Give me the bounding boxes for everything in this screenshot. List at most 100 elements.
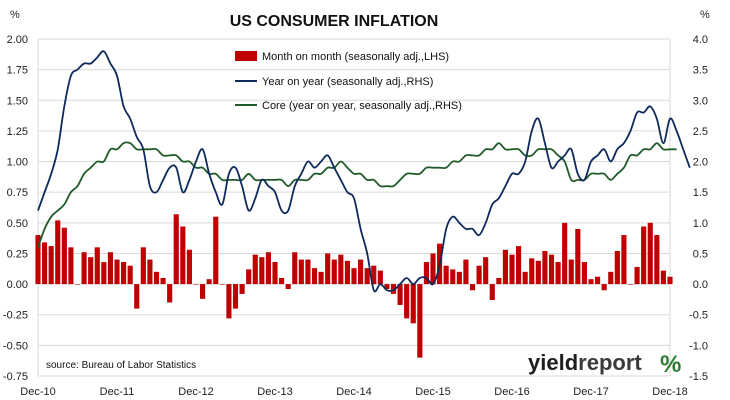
legend-label-yoy: Year on year (seasonally adj.,RHS)	[262, 76, 433, 88]
mom-bar	[88, 257, 94, 285]
logo-percent-mark: %	[660, 351, 681, 378]
logo-text: yieldreport	[528, 350, 642, 375]
mom-bar	[344, 260, 350, 285]
y-right-tick-label: 1.0	[693, 218, 708, 230]
mom-bar	[588, 279, 594, 285]
y-left-tick-label: 2.00	[7, 34, 28, 46]
mom-bar	[318, 271, 324, 285]
mom-bar	[483, 257, 489, 285]
mom-bar	[167, 284, 173, 303]
y-right-tick-label: 3.0	[693, 95, 708, 107]
chart-title: US CONSUMER INFLATION	[230, 13, 439, 30]
y-left-tick-label: 0.75	[7, 187, 28, 199]
mom-bar	[239, 284, 245, 294]
mom-bar	[384, 284, 390, 289]
mom-bar	[42, 242, 48, 285]
mom-bar	[61, 227, 67, 285]
mom-bar	[265, 252, 271, 285]
legend-swatch-mom	[235, 51, 257, 61]
mom-bar	[358, 259, 364, 285]
y-left-tick-label: 0.00	[7, 279, 28, 291]
mom-bar	[153, 271, 160, 285]
legend-label-mom: Month on month (seasonally adj.,LHS)	[262, 51, 449, 63]
mom-bar	[48, 246, 54, 285]
mom-bar	[101, 262, 107, 285]
y-left-tick-label: 1.00	[7, 157, 28, 169]
mom-bar	[568, 259, 574, 285]
mom-bar	[272, 262, 278, 285]
mom-bar	[55, 220, 61, 285]
mom-bar	[107, 252, 113, 285]
x-tick-label: Dec-13	[257, 386, 292, 398]
mom-bar	[377, 270, 383, 285]
y-right-tick-label: 0.5	[693, 248, 708, 260]
mom-bar	[338, 254, 344, 285]
legend-label-core: Core (year on year, seasonally adj.,RHS)	[262, 100, 462, 112]
mom-bar	[581, 262, 587, 285]
y-left-tick-label: 1.75	[7, 65, 28, 77]
y-left-tick-label: -0.50	[3, 340, 28, 352]
mom-bar	[285, 284, 291, 289]
mom-bar	[331, 259, 337, 285]
mom-bar	[516, 246, 522, 285]
y-right-tick-label: -0.5	[689, 310, 708, 322]
y-left-tick-label: 0.50	[7, 218, 28, 230]
x-tick-label: Dec-16	[494, 386, 529, 398]
mom-bar	[200, 284, 206, 299]
mom-bar	[121, 262, 127, 285]
mom-bar	[173, 214, 179, 285]
mom-bar	[160, 277, 166, 285]
mom-bar	[226, 284, 232, 319]
mom-bar	[529, 258, 535, 285]
y-left-tick-label: 1.25	[7, 126, 28, 138]
mom-bar	[542, 251, 548, 285]
yoy-line	[37, 50, 691, 293]
mom-bar	[147, 259, 153, 285]
mom-bar	[608, 271, 614, 285]
mom-bar	[575, 228, 581, 285]
logo-part-yield: yield	[528, 350, 578, 375]
mom-bar	[81, 252, 87, 285]
mom-bar	[186, 249, 192, 285]
mom-bar	[496, 277, 502, 285]
mom-bar	[423, 262, 429, 285]
y-left-tick-label: -0.75	[3, 371, 28, 383]
tick-labels: 2.00 1.75 1.50 1.25 1.00 0.75 0.50 0.25 0.00 -0.2…	[3, 34, 708, 398]
mom-bar	[279, 277, 285, 285]
y-left-tick-label: 0.25	[7, 248, 28, 260]
left-axis-unit: %	[10, 9, 20, 21]
mom-bar	[522, 271, 528, 285]
mom-bar	[259, 257, 265, 285]
mom-bar	[390, 284, 397, 294]
mom-bar	[94, 247, 100, 285]
mom-bar	[364, 268, 370, 285]
x-tick-label: Dec-15	[415, 386, 450, 398]
mom-bar	[562, 222, 568, 285]
mom-bar	[535, 260, 541, 285]
x-tick-label: Dec-10	[20, 386, 55, 398]
mom-bar	[219, 284, 225, 285]
mom-bar	[654, 235, 660, 285]
mom-bar	[311, 268, 318, 285]
mom-bar	[489, 284, 495, 301]
mom-bar	[627, 284, 634, 285]
mom-bar	[206, 279, 212, 285]
x-tick-label: Dec-11	[100, 386, 135, 398]
mom-bar	[647, 222, 653, 285]
mom-bar	[443, 265, 449, 285]
mom-bar	[641, 226, 647, 285]
y-left-tick-label: -0.25	[3, 310, 28, 322]
logo-part-report: report	[578, 350, 642, 375]
mom-bar	[502, 249, 508, 285]
mom-bar	[410, 284, 416, 324]
y-left-tick-label: 1.50	[7, 95, 28, 107]
mom-bar	[114, 259, 120, 285]
mom-bar	[371, 265, 377, 285]
mom-bar	[555, 262, 561, 285]
mom-bar	[463, 259, 469, 285]
mom-bar	[68, 247, 74, 285]
mom-bar	[397, 284, 403, 305]
x-tick-label: Dec-18	[652, 386, 687, 398]
